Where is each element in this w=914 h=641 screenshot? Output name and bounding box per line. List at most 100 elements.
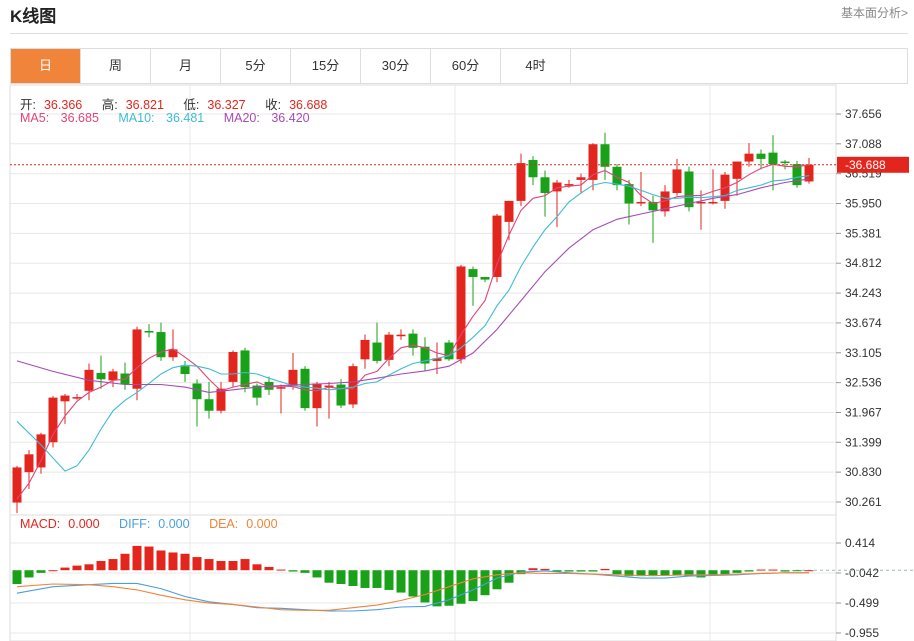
open-value: 36.366 [43,98,83,112]
candle-body [24,454,34,473]
tab-4hour[interactable]: 4时 [501,49,571,83]
candle-body [672,169,682,194]
candle-body [696,201,706,204]
ohlc-info: 开: 36.366 高: 36.821 低: 36.327 收: 36.688 [20,94,343,113]
dea-line [16,572,809,611]
macd-histogram-bar [216,561,226,571]
macd-histogram-bar [468,570,478,602]
candle-body [564,184,574,186]
timeframe-tabs: 日 周 月 5分 15分 30分 60分 4时 [10,48,908,84]
macd-histogram-bar [168,552,178,571]
candle-body [744,153,754,162]
macd-histogram-bar [492,570,502,590]
diff-line [16,570,809,612]
price-tick-label: 31.399 [845,435,882,449]
macd-histogram-bar [720,570,730,575]
candle-body [360,339,370,360]
ma-info: MA5: 36.685 MA10: 36.481 MA20: 36.420 [20,111,326,125]
macd-histogram-bar [588,570,598,572]
candle-body [48,397,58,443]
tab-day[interactable]: 日 [11,49,81,83]
macd-histogram-bar [180,553,190,571]
tab-60min[interactable]: 60分 [431,49,501,83]
candle-body [468,269,478,277]
macd-histogram-bar [672,570,682,576]
candle-body [36,434,46,468]
macd-histogram-bar [252,564,262,571]
low-label: 低: [183,98,200,112]
price-tick-label: 31.967 [845,405,882,419]
macd-histogram-bar [312,570,322,578]
macd-histogram-bar [120,553,130,571]
candle-body [132,329,142,389]
macd-histogram-bar [372,570,382,588]
ma5-label: MA5: [20,111,50,125]
candle-body [516,163,526,201]
diff-value: 0.000 [158,517,190,531]
candle-body [420,346,430,364]
macd-histogram-bar [780,570,790,572]
low-value: 36.327 [207,98,246,112]
macd-histogram-bar [804,570,814,572]
macd-histogram-bar [48,570,58,572]
candle-body [252,385,262,398]
candle-body [396,334,406,337]
macd-histogram-bar [600,568,610,571]
macd-histogram-bar [792,570,802,572]
tab-5min[interactable]: 5分 [221,49,291,83]
candle-body [216,388,226,411]
macd-histogram-bar [288,570,298,572]
macd-histogram-bar [336,570,346,585]
price-tick-label: 35.950 [845,197,882,211]
tab-15min[interactable]: 15分 [291,49,361,83]
main-panel-frame [9,84,837,516]
candle-body [768,152,778,165]
macd-histogram-bar [72,565,82,571]
tab-month[interactable]: 月 [151,49,221,83]
macd-histogram-bar [744,570,754,572]
price-tick-label: 34.243 [845,286,882,300]
macd-histogram-bar [24,570,34,578]
candle-body [300,368,310,409]
candle-body [312,383,322,409]
candle-body [240,350,250,388]
macd-histogram-bar [576,570,586,572]
candle-body [432,358,442,361]
close-label: 收: [265,98,282,112]
last-price-tag [837,156,909,173]
macd-histogram-bar [636,570,646,577]
tab-week[interactable]: 周 [81,49,151,83]
price-tick-label: 33.105 [845,346,882,360]
fundamental-analysis-link[interactable]: 基本面分析> [840,6,908,20]
tab-30min[interactable]: 30分 [361,49,431,83]
candle-body [732,161,742,179]
candle-body [192,383,202,400]
macd-histogram-bar [396,570,406,593]
candle-body [108,371,118,381]
candle-body [792,164,802,186]
macd-histogram-bar [276,569,286,571]
macd-value: 0.000 [68,517,100,531]
candle-body [408,333,418,348]
ma20-value: 36.420 [271,111,310,125]
candle-body [348,366,358,405]
ma20-line [16,178,810,393]
candle-body [552,182,562,192]
candle-body [504,200,514,222]
high-label: 高: [101,98,118,112]
macd-histogram-bar [60,567,70,571]
price-tick-label: 35.381 [845,226,882,240]
macd-histogram-bar [456,570,466,604]
candle-body [588,144,598,180]
ma10-line [16,175,810,472]
high-value: 36.821 [125,98,164,112]
open-label: 开: [20,98,36,112]
candle-body [336,384,346,406]
macd-tick-label: -0.499 [845,596,879,610]
dea-value: 0.000 [246,517,278,531]
candle-body [372,342,382,361]
ma10-value: 36.481 [166,111,205,125]
macd-histogram-bar [12,570,22,585]
candle-body [600,144,610,167]
